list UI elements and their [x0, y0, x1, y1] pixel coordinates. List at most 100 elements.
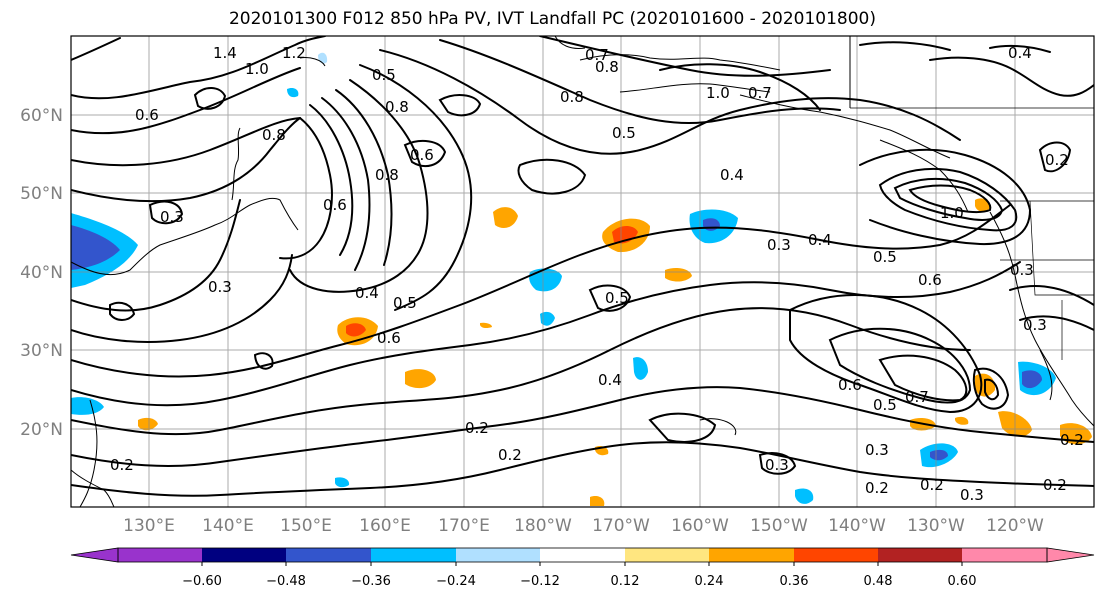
- negative-anomaly-core: [930, 449, 948, 461]
- positive-anomaly-region: [1060, 423, 1092, 445]
- lon-label: 170°E: [438, 516, 490, 536]
- colorbar-swatch: [878, 548, 962, 562]
- lat-label: 20°N: [20, 420, 63, 440]
- colorbar-tick-labels: −0.60 −0.48 −0.36 −0.24 −0.12 0.12 0.24 …: [182, 574, 976, 589]
- colorbar-swatch: [118, 548, 202, 562]
- contour-label: 0.8: [560, 88, 584, 106]
- contour-label: 0.3: [865, 441, 889, 459]
- contour-label: 0.2: [1043, 476, 1067, 494]
- lon-label: 140°W: [828, 516, 886, 536]
- negative-anomaly-region: [71, 397, 104, 415]
- longitude-labels: 130°E 140°E 150°E 160°E 170°E 180°W 170°…: [123, 516, 1044, 536]
- colorbar-tick-label: −0.48: [266, 574, 306, 589]
- negative-anomaly-region: [335, 477, 350, 488]
- colorbar-swatch: [371, 548, 456, 562]
- contour-label: 0.4: [598, 371, 622, 389]
- lon-label: 160°W: [671, 516, 729, 536]
- colorbar-swatch: [709, 548, 794, 562]
- negative-anomaly-core: [71, 225, 120, 270]
- graticule: [71, 36, 1094, 507]
- colorbar-tick-label: 0.60: [948, 574, 977, 589]
- contour-label: 0.5: [612, 124, 636, 142]
- colorbar-tick-label: −0.60: [182, 574, 222, 589]
- positive-anomaly-region: [665, 268, 692, 282]
- contour-label: 1.0: [706, 84, 730, 102]
- contour-label: 0.5: [873, 396, 897, 414]
- contour-label: 0.2: [865, 479, 889, 497]
- contour-lines: [71, 36, 1094, 497]
- contour-label: 1.0: [940, 204, 964, 222]
- contour-label: 0.2: [1045, 151, 1069, 169]
- contour-label: 0.4: [1008, 44, 1032, 62]
- map-title: 2020101300 F012 850 hPa PV, IVT Landfall…: [228, 9, 876, 29]
- colorbar-swatch: [286, 548, 371, 562]
- contour-label: 0.5: [372, 66, 396, 84]
- colorbar-tick-label: 0.36: [780, 574, 809, 589]
- colorbar-extend-high: [1046, 547, 1095, 563]
- lon-label: 170°W: [592, 516, 650, 536]
- colorbar-extend-low: [70, 547, 119, 563]
- contour-label: 1.4: [213, 44, 237, 62]
- colorbar-swatch: [625, 548, 709, 562]
- contour-label: 0.2: [110, 456, 134, 474]
- contour-label: 0.5: [393, 294, 417, 312]
- colorbar-tick-label: 0.48: [864, 574, 893, 589]
- negative-anomaly-region: [529, 268, 562, 292]
- colorbar-swatch: [794, 548, 878, 562]
- contour-label: 0.4: [720, 166, 744, 184]
- colorbar: [70, 547, 1095, 566]
- map-content: 1.4 1.0 1.2 0.6 0.5 0.7 0.8 0.8 1.0 0.7 …: [71, 36, 1094, 507]
- lat-label: 60°N: [20, 106, 63, 126]
- contour-label: 0.6: [377, 329, 401, 347]
- contour-label: 0.5: [873, 248, 897, 266]
- negative-anomaly-core: [1022, 370, 1042, 389]
- lat-label: 30°N: [20, 341, 63, 361]
- negative-anomaly-region: [287, 87, 299, 98]
- lon-label: 150°W: [750, 516, 808, 536]
- contour-label: 0.3: [765, 456, 789, 474]
- positive-anomaly-region: [590, 496, 605, 506]
- colorbar-tick-label: 0.24: [695, 574, 724, 589]
- negative-anomaly-region: [540, 311, 555, 326]
- lon-label: 130°E: [123, 516, 175, 536]
- contour-label: 0.6: [838, 376, 862, 394]
- contour-label: 0.3: [960, 486, 984, 504]
- colorbar-swatch: [540, 548, 625, 562]
- positive-anomaly-region: [405, 369, 436, 389]
- colorbar-frame: [117, 547, 1048, 563]
- contour-labels: 1.4 1.0 1.2 0.6 0.5 0.7 0.8 0.8 1.0 0.7 …: [110, 44, 1084, 504]
- contour-label: 0.7: [905, 388, 929, 406]
- contour-label: 0.8: [595, 58, 619, 76]
- lon-label: 180°W: [514, 516, 572, 536]
- contour-label: 0.3: [208, 278, 232, 296]
- lon-label: 130°W: [907, 516, 965, 536]
- negative-anomaly-region: [633, 357, 648, 380]
- contour-label: 0.7: [585, 46, 609, 64]
- contour-label: 0.2: [920, 476, 944, 494]
- contour-label: 0.4: [355, 284, 379, 302]
- colorbar-tick-label: −0.12: [520, 574, 560, 589]
- colorbar-swatch: [456, 548, 540, 562]
- colorbar-tick-label: 0.12: [611, 574, 640, 589]
- contour-label: 0.6: [918, 271, 942, 289]
- colorbar-swatch: [202, 548, 286, 562]
- contour-label: 0.6: [410, 146, 434, 164]
- contour-label: 0.7: [748, 84, 772, 102]
- contour-label: 0.3: [767, 236, 791, 254]
- contour-label: 0.8: [375, 166, 399, 184]
- positive-anomaly-region: [975, 198, 990, 212]
- positive-anomaly-region: [955, 416, 969, 425]
- positive-anomaly-region: [138, 417, 158, 431]
- positive-anomaly-region: [493, 207, 518, 228]
- contour-label: 0.2: [498, 446, 522, 464]
- contour-label: 0.5: [605, 289, 629, 307]
- contour-label: 0.6: [323, 196, 347, 214]
- map-frame: [70, 35, 1095, 508]
- positive-anomaly-core: [346, 323, 366, 337]
- lon-label: 140°E: [202, 516, 254, 536]
- lon-label: 160°E: [359, 516, 411, 536]
- colorbar-tick-label: −0.24: [436, 574, 476, 589]
- lat-label: 40°N: [20, 263, 63, 283]
- contour-label: 0.3: [1010, 261, 1034, 279]
